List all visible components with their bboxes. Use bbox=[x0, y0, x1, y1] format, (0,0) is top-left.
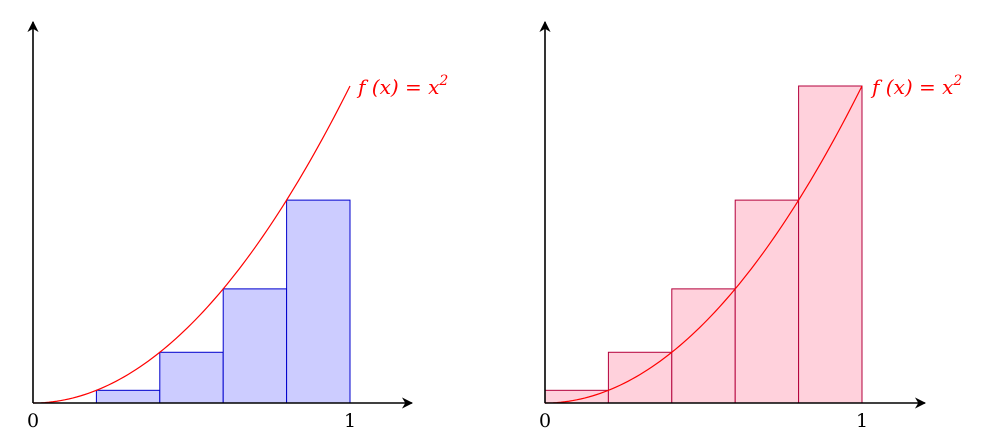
x-tick-label-0: 0 bbox=[539, 410, 551, 432]
x-tick-label-1: 1 bbox=[856, 410, 868, 432]
bar-5 bbox=[798, 85, 863, 404]
function-curve bbox=[544, 85, 863, 404]
function-label: f (x) = x2 bbox=[870, 73, 962, 99]
bar-4 bbox=[222, 288, 288, 404]
function-label: f (x) = x2 bbox=[356, 73, 448, 99]
function-label-text: f (x) = x bbox=[870, 75, 953, 99]
bar-3 bbox=[671, 288, 736, 404]
upper-sum-bars bbox=[544, 85, 863, 404]
bar-5 bbox=[286, 199, 351, 404]
lower-sum-bars bbox=[95, 199, 351, 404]
bar-1 bbox=[544, 389, 609, 404]
x-tick-label-1: 1 bbox=[344, 410, 356, 432]
function-label-text: f (x) = x bbox=[356, 75, 439, 99]
bar-2 bbox=[95, 389, 161, 404]
x-tick-label-0: 0 bbox=[27, 410, 39, 432]
bar-4 bbox=[734, 199, 800, 404]
function-label-exponent: 2 bbox=[952, 73, 962, 89]
bar-3 bbox=[159, 351, 224, 404]
function-curve bbox=[32, 85, 351, 404]
function-label-exponent: 2 bbox=[438, 73, 448, 89]
